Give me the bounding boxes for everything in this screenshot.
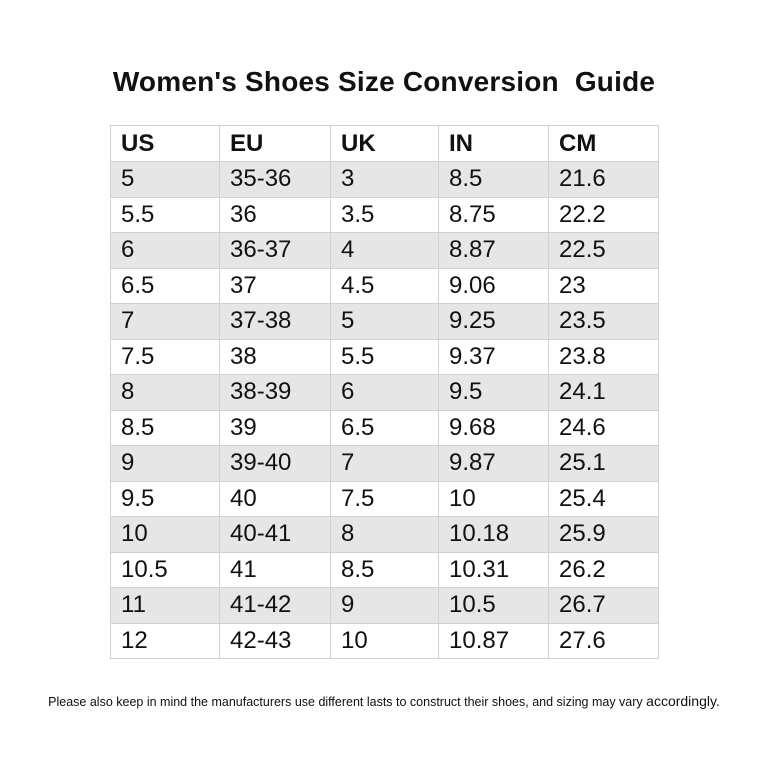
cell-uk: 6 [330, 374, 439, 411]
table-row: 7 37-38 5 9.25 23.5 [110, 303, 659, 340]
cell-cm: 27.6 [548, 622, 659, 659]
cell-uk: 4 [330, 232, 439, 269]
cell-eu: 39 [219, 409, 331, 446]
cell-cm: 26.2 [548, 551, 659, 588]
cell-eu: 41 [219, 551, 331, 588]
table-row: 9 39-40 7 9.87 25.1 [110, 445, 659, 482]
cell-cm: 25.9 [548, 516, 659, 553]
cell-in: 9.68 [438, 409, 549, 446]
cell-cm: 23.8 [548, 338, 659, 375]
table-row: 5 35-36 3 8.5 21.6 [110, 161, 659, 198]
cell-eu: 41-42 [219, 587, 331, 624]
cell-us: 12 [110, 622, 220, 659]
cell-in: 9.25 [438, 303, 549, 340]
cell-uk: 3.5 [330, 196, 439, 233]
cell-in: 10.87 [438, 622, 549, 659]
table-row: 11 41-42 9 10.5 26.7 [110, 587, 659, 624]
cell-us: 10.5 [110, 551, 220, 588]
cell-us: 5.5 [110, 196, 220, 233]
size-conversion-table: US EU UK IN CM 5 35-36 3 8.5 21.6 5.5 36 3.5 8.7… [110, 125, 659, 659]
cell-cm: 26.7 [548, 587, 659, 624]
table-row: 8.5 39 6.5 9.68 24.6 [110, 409, 659, 446]
cell-eu: 40-41 [219, 516, 331, 553]
cell-eu: 36-37 [219, 232, 331, 269]
cell-in: 9.06 [438, 267, 549, 304]
cell-us: 11 [110, 587, 220, 624]
cell-uk: 9 [330, 587, 439, 624]
cell-uk: 7 [330, 445, 439, 482]
table-body: 5 35-36 3 8.5 21.6 5.5 36 3.5 8.75 22.2 6 36-37 4 8.8… [110, 161, 659, 659]
cell-in: 8.75 [438, 196, 549, 233]
cell-in: 9.37 [438, 338, 549, 375]
cell-us: 7 [110, 303, 220, 340]
table-header-row: US EU UK IN CM [110, 125, 659, 162]
cell-eu: 38 [219, 338, 331, 375]
table-row: 10.5 41 8.5 10.31 26.2 [110, 551, 659, 588]
cell-cm: 22.2 [548, 196, 659, 233]
footnote: Please also keep in mind the manufacture… [0, 693, 768, 709]
column-header-eu: EU [219, 125, 331, 162]
footnote-last-word: accordingly. [646, 693, 720, 709]
cell-uk: 8 [330, 516, 439, 553]
table-row: 9.5 40 7.5 10 25.4 [110, 480, 659, 517]
cell-eu: 38-39 [219, 374, 331, 411]
cell-in: 8.5 [438, 161, 549, 198]
table-row: 5.5 36 3.5 8.75 22.2 [110, 196, 659, 233]
cell-eu: 37 [219, 267, 331, 304]
table-row: 8 38-39 6 9.5 24.1 [110, 374, 659, 411]
cell-uk: 10 [330, 622, 439, 659]
table-row: 12 42-43 10 10.87 27.6 [110, 622, 659, 659]
table-row: 6 36-37 4 8.87 22.5 [110, 232, 659, 269]
cell-uk: 4.5 [330, 267, 439, 304]
cell-us: 7.5 [110, 338, 220, 375]
cell-us: 8 [110, 374, 220, 411]
cell-eu: 36 [219, 196, 331, 233]
cell-cm: 21.6 [548, 161, 659, 198]
cell-cm: 25.4 [548, 480, 659, 517]
table-row: 10 40-41 8 10.18 25.9 [110, 516, 659, 553]
table-row: 7.5 38 5.5 9.37 23.8 [110, 338, 659, 375]
cell-eu: 35-36 [219, 161, 331, 198]
cell-eu: 42-43 [219, 622, 331, 659]
cell-us: 9.5 [110, 480, 220, 517]
cell-us: 6 [110, 232, 220, 269]
cell-cm: 24.1 [548, 374, 659, 411]
cell-cm: 24.6 [548, 409, 659, 446]
column-header-uk: UK [330, 125, 439, 162]
cell-eu: 39-40 [219, 445, 331, 482]
cell-us: 5 [110, 161, 220, 198]
cell-uk: 5 [330, 303, 439, 340]
cell-eu: 40 [219, 480, 331, 517]
cell-uk: 8.5 [330, 551, 439, 588]
cell-in: 10 [438, 480, 549, 517]
cell-us: 9 [110, 445, 220, 482]
cell-in: 9.87 [438, 445, 549, 482]
cell-us: 10 [110, 516, 220, 553]
cell-cm: 23 [548, 267, 659, 304]
cell-in: 9.5 [438, 374, 549, 411]
cell-uk: 5.5 [330, 338, 439, 375]
cell-in: 10.5 [438, 587, 549, 624]
cell-cm: 22.5 [548, 232, 659, 269]
cell-uk: 3 [330, 161, 439, 198]
cell-in: 10.31 [438, 551, 549, 588]
page-title: Women's Shoes Size Conversion Guide [112, 66, 656, 97]
cell-in: 10.18 [438, 516, 549, 553]
column-header-us: US [110, 125, 220, 162]
cell-us: 8.5 [110, 409, 220, 446]
cell-uk: 7.5 [330, 480, 439, 517]
cell-us: 6.5 [110, 267, 220, 304]
cell-cm: 23.5 [548, 303, 659, 340]
cell-cm: 25.1 [548, 445, 659, 482]
column-header-in: IN [438, 125, 549, 162]
footnote-text: Please also keep in mind the manufacture… [48, 695, 647, 709]
cell-eu: 37-38 [219, 303, 331, 340]
cell-in: 8.87 [438, 232, 549, 269]
cell-uk: 6.5 [330, 409, 439, 446]
table-row: 6.5 37 4.5 9.06 23 [110, 267, 659, 304]
column-header-cm: CM [548, 125, 659, 162]
